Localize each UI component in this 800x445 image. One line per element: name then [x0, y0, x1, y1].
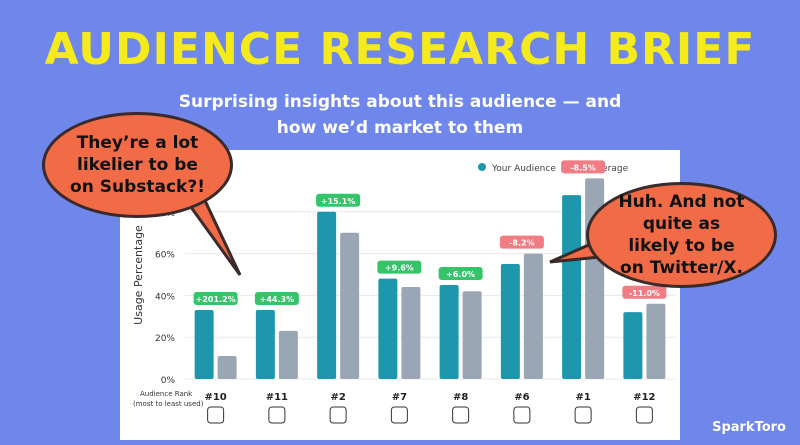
- rank-label-line1: Audience Rank: [140, 390, 193, 398]
- rank-tick-label: #7: [392, 392, 407, 403]
- slack-icon: [207, 406, 225, 424]
- bar-us-average: [401, 287, 421, 379]
- youtube-icon: [574, 406, 592, 424]
- y-tick-label: 20%: [155, 334, 175, 344]
- bar-us-average: [340, 232, 360, 379]
- change-badge: [254, 292, 299, 306]
- change-badge: [316, 193, 361, 207]
- rank-tick-label: #2: [330, 392, 345, 403]
- medium-icon: [452, 406, 470, 424]
- change-badge-label: -8.5%: [570, 163, 596, 172]
- change-badge: [377, 260, 422, 274]
- change-badge-label: +201.2%: [196, 295, 236, 304]
- bar-us-average: [278, 330, 298, 379]
- x-icon: [513, 406, 531, 424]
- change-badge: [622, 285, 667, 299]
- rank-tick-label: #6: [514, 392, 529, 403]
- bar-us-average: [646, 303, 666, 379]
- y-tick-label: 40%: [155, 292, 175, 302]
- y-tick-label: 0%: [161, 376, 176, 386]
- right-callout-bubble: Huh. And not quite as likely to be on Tw…: [586, 182, 777, 288]
- bar-your-audience: [500, 264, 520, 379]
- change-badge-label: -8.2%: [509, 239, 535, 248]
- right-callout-text: Huh. And not quite as likely to be on Tw…: [618, 191, 745, 279]
- rank-label-line2: (most to least used): [133, 400, 204, 408]
- brand-logo: SparkToro: [712, 420, 786, 435]
- subtitle-line-2: how we’d market to them: [276, 118, 524, 138]
- change-badge-label: +44.3%: [260, 295, 294, 304]
- whatsapp-icon: [635, 406, 653, 424]
- change-badge-label: -11.0%: [629, 289, 660, 298]
- change-badge: [499, 235, 544, 249]
- bar-your-audience: [194, 310, 214, 379]
- subtitle-line-1: Surprising insights about this audience …: [178, 92, 622, 112]
- change-badge: [193, 292, 238, 306]
- rank-tick-label: #11: [266, 392, 288, 403]
- bar-your-audience: [439, 284, 459, 379]
- y-axis-label: Usage Percentage: [132, 225, 145, 325]
- legend-dot-your-audience: [478, 163, 486, 171]
- y-tick-label: 60%: [155, 251, 175, 261]
- bar-your-audience: [317, 211, 337, 379]
- bar-your-audience: [255, 310, 275, 379]
- rank-tick-label: #1: [575, 392, 590, 403]
- change-badge: [438, 266, 483, 280]
- bar-us-average: [217, 356, 237, 379]
- change-badge-label: +15.1%: [321, 197, 355, 206]
- left-callout-text: They’re a lot likelier to be on Substack…: [70, 132, 205, 198]
- bar-your-audience: [378, 278, 398, 379]
- change-badge-label: +9.6%: [385, 264, 414, 273]
- rank-tick-label: #10: [204, 392, 226, 403]
- legend-label-your-audience: Your Audience: [491, 164, 556, 174]
- bar-your-audience: [623, 312, 643, 379]
- substack-icon: [268, 406, 286, 424]
- bar-us-average: [523, 253, 543, 379]
- rank-tick-label: #8: [453, 392, 468, 403]
- change-badge: [561, 160, 606, 174]
- linkedin-icon: [329, 406, 347, 424]
- bar-us-average: [462, 291, 482, 379]
- github-icon: [390, 406, 408, 424]
- left-callout-bubble: They’re a lot likelier to be on Substack…: [42, 112, 233, 218]
- bar-your-audience: [562, 195, 582, 379]
- page-title: AUDIENCE RESEARCH BRIEF: [44, 24, 756, 75]
- rank-tick-label: #12: [633, 392, 655, 403]
- change-badge-label: +6.0%: [446, 270, 475, 279]
